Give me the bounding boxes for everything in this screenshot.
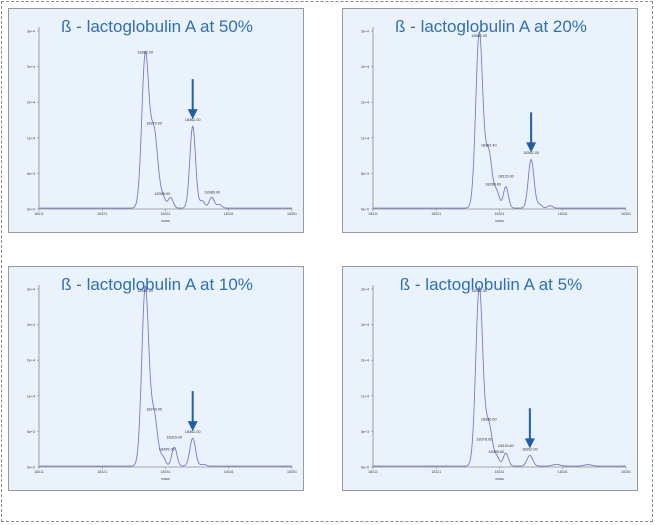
y-tick-label: 5e+3 bbox=[361, 172, 369, 176]
x-tick-label: 18311 bbox=[368, 212, 378, 216]
y-tick-label: 0e+0 bbox=[361, 208, 369, 212]
chart-panel-50: 0e+0 5e+3 1e+4 2e+4 2e+4 3e+4 18311 18321 18331 1… bbox=[8, 8, 304, 233]
x-axis-label: mass bbox=[495, 477, 504, 481]
x-tick-label: 18321 bbox=[431, 212, 441, 216]
y-tick-label: 3e+4 bbox=[361, 30, 369, 34]
peak-label: 18362.00 bbox=[523, 151, 539, 155]
y-tick-label: 2e+4 bbox=[361, 359, 369, 363]
x-tick-label: 18341 bbox=[224, 470, 234, 474]
x-tick-label: 18351 bbox=[287, 470, 297, 474]
arrow-head bbox=[524, 438, 535, 449]
y-tick-label: 1e+4 bbox=[361, 394, 369, 398]
spectrum-line bbox=[373, 285, 626, 467]
peak-label: 18379.00 bbox=[146, 122, 162, 126]
y-tick-label: 1e+4 bbox=[361, 136, 369, 140]
peak-label: 18395.00 bbox=[159, 447, 175, 451]
x-tick-label: 18331 bbox=[495, 470, 505, 474]
peak-label: 18315.00 bbox=[498, 175, 514, 179]
y-tick-label: 3e+4 bbox=[361, 288, 369, 292]
chart-panel-5: 0e+0 5e+3 1e+4 2e+4 2e+4 3e+4 18311 18321 18331 1… bbox=[342, 266, 638, 491]
peak-label: 18362.00 bbox=[471, 34, 487, 38]
spectrum-line bbox=[39, 50, 292, 209]
y-tick-label: 2e+4 bbox=[361, 101, 369, 105]
x-tick-label: 18351 bbox=[621, 212, 631, 216]
peak-label: 18315.00 bbox=[166, 436, 182, 440]
chart-title: ß - lactoglobulin A at 20% bbox=[395, 17, 587, 36]
x-tick-label: 18331 bbox=[161, 470, 171, 474]
x-axis-label: mass bbox=[161, 477, 170, 481]
y-tick-label: 3e+4 bbox=[27, 30, 35, 34]
y-tick-label: 2e+4 bbox=[27, 323, 35, 327]
mass-spectrum-5: 0e+0 5e+3 1e+4 2e+4 2e+4 3e+4 18311 18321 18331 1… bbox=[361, 285, 631, 481]
y-tick-label: 2e+4 bbox=[27, 101, 35, 105]
y-tick-label: 1e+4 bbox=[27, 136, 35, 140]
y-tick-label: 0e+0 bbox=[27, 208, 35, 212]
peak-label: 18362.00 bbox=[137, 51, 153, 55]
y-tick-label: 2e+4 bbox=[361, 323, 369, 327]
chart-title: ß - lactoglobulin A at 50% bbox=[61, 17, 253, 36]
arrow-head bbox=[526, 142, 537, 153]
x-tick-label: 18311 bbox=[34, 212, 44, 216]
peak-label: 18315.60 bbox=[498, 444, 514, 448]
x-axis-label: mass bbox=[495, 219, 504, 223]
mass-spectrum-10: 0e+0 5e+3 1e+4 2e+4 2e+4 3e+4 18311 18321 18331 1… bbox=[27, 285, 297, 481]
y-tick-label: 0e+0 bbox=[27, 466, 35, 470]
x-tick-label: 18351 bbox=[621, 470, 631, 474]
y-tick-label: 1e+4 bbox=[27, 394, 35, 398]
arrow-head bbox=[187, 109, 198, 120]
peak-label: 18395.00 bbox=[154, 192, 170, 196]
x-axis-label: mass bbox=[161, 219, 170, 223]
spectrum-line bbox=[39, 285, 292, 467]
x-tick-label: 18321 bbox=[97, 470, 107, 474]
peak-label: 18362.00 bbox=[185, 430, 201, 434]
peak-label: 18362.00 bbox=[471, 289, 487, 293]
y-tick-label: 3e+4 bbox=[27, 288, 35, 292]
spectrum-line bbox=[373, 30, 626, 209]
peak-label: 18362.00 bbox=[137, 289, 153, 293]
x-tick-label: 18321 bbox=[431, 470, 441, 474]
x-tick-label: 18351 bbox=[287, 212, 297, 216]
y-tick-label: 5e+3 bbox=[27, 172, 35, 176]
peak-label: 18380.00 bbox=[204, 191, 220, 195]
x-tick-label: 18341 bbox=[224, 212, 234, 216]
y-tick-label: 2e+4 bbox=[361, 65, 369, 69]
y-tick-label: 0e+0 bbox=[361, 466, 369, 470]
peak-label: 18362.00 bbox=[185, 118, 201, 122]
x-tick-label: 18321 bbox=[97, 212, 107, 216]
chart-panel-20: 0e+0 5e+3 1e+4 2e+4 2e+4 3e+4 18311 18321 18331 1… bbox=[342, 8, 638, 233]
peak-label: 18382.40 bbox=[481, 144, 497, 148]
y-tick-label: 2e+4 bbox=[27, 359, 35, 363]
peak-label: 18395.00 bbox=[485, 182, 501, 186]
peak-label: 18362.00 bbox=[522, 447, 538, 451]
x-tick-label: 18311 bbox=[368, 470, 378, 474]
x-tick-label: 18341 bbox=[558, 212, 568, 216]
peak-label: 18378.00 bbox=[476, 437, 492, 441]
chart-title: ß - lactoglobulin A at 5% bbox=[399, 275, 583, 294]
peak-label: 18379.00 bbox=[146, 408, 162, 412]
chart-title: ß - lactoglobulin A at 10% bbox=[61, 275, 253, 294]
mass-spectrum-20: 0e+0 5e+3 1e+4 2e+4 2e+4 3e+4 18311 18321 18331 1… bbox=[361, 27, 631, 223]
x-tick-label: 18331 bbox=[495, 212, 505, 216]
arrow-head bbox=[187, 421, 198, 432]
peak-label: 18395.60 bbox=[488, 450, 504, 454]
peak-label: 18380.60 bbox=[481, 418, 497, 422]
x-tick-label: 18311 bbox=[34, 470, 44, 474]
y-tick-label: 2e+4 bbox=[27, 65, 35, 69]
x-tick-label: 18331 bbox=[161, 212, 171, 216]
x-tick-label: 18341 bbox=[558, 470, 568, 474]
mass-spectrum-50: 0e+0 5e+3 1e+4 2e+4 2e+4 3e+4 18311 18321 18331 1… bbox=[27, 27, 297, 223]
chart-panel-10: 0e+0 5e+3 1e+4 2e+4 2e+4 3e+4 18311 18321 18331 1… bbox=[8, 266, 304, 491]
y-tick-label: 5e+3 bbox=[27, 430, 35, 434]
y-tick-label: 5e+3 bbox=[361, 430, 369, 434]
